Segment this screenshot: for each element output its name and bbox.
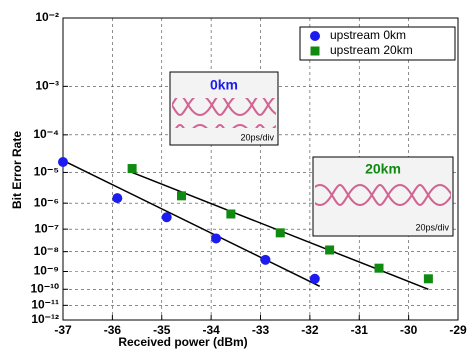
marker [226,209,235,218]
inset-scale: 20ps/div [240,132,274,142]
eye-diagram [315,181,451,213]
y-tick-label: 10⁻⁴ [33,127,59,141]
inset-label: 0km [210,77,238,93]
inset-label: 20km [365,161,401,177]
marker [310,31,320,41]
marker [162,212,172,222]
y-tick-label: 10⁻⁶ [34,195,59,209]
x-tick-label: -33 [252,323,270,337]
y-tick-label: 10⁻⁸ [34,244,59,258]
y-axis-label: Bit Error Rate [10,131,24,209]
y-tick-label: 10⁻⁵ [34,165,59,179]
marker [276,228,285,237]
marker [311,47,320,56]
inset-20km: 20km 20ps/div [313,157,453,236]
y-tick-label: 10⁻¹¹ [31,298,59,312]
x-tick-label: -29 [449,323,467,337]
inset-scale: 20ps/div [415,222,449,232]
x-axis-label: Received power (dBm) [118,335,247,349]
marker [375,264,384,273]
marker [211,233,221,243]
marker [128,164,137,173]
marker [325,245,334,254]
y-tick-label: 10⁻⁹ [34,264,59,278]
marker [424,274,433,283]
y-tick-label: 10⁻¹⁰ [31,281,60,295]
marker [177,191,186,200]
eye-diagram [172,98,276,128]
x-tick-label: -37 [54,323,72,337]
marker [310,274,320,284]
y-tick-label: 10⁻⁷ [34,221,59,235]
legend-label: upstream 20km [330,43,413,57]
x-tick-label: -30 [400,323,418,337]
legend-label: upstream 0km [330,28,406,42]
y-tick-label: 10⁻³ [35,79,59,93]
marker [112,193,122,203]
marker [260,255,270,265]
x-tick-label: -31 [351,323,369,337]
x-tick-label: -32 [301,323,319,337]
y-tick-label: 10⁻² [35,10,59,24]
marker [58,157,68,167]
chart: 10⁻² 10⁻³ 10⁻⁴ 10⁻⁵ 10⁻⁶ 10⁻⁷ 10⁻⁸ 10⁻⁹ 10⁻¹⁰ 10⁻… [0,0,470,352]
inset-0km: 0km 20ps/div [170,72,278,145]
page: {"chart_data":{"type":"scatter", "x_labe… [0,0,470,352]
